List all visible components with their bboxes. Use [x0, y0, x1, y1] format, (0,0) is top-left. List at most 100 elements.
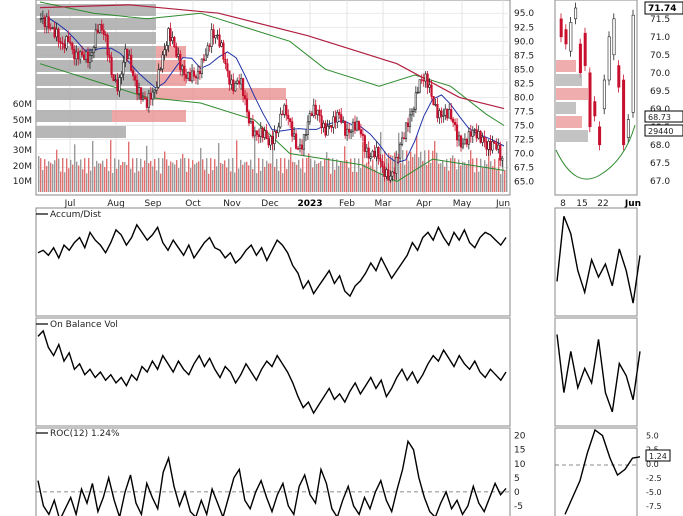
candle-body: [245, 98, 249, 113]
candle-body: [126, 48, 129, 60]
candle-body: [336, 112, 339, 123]
candle-body: [251, 121, 255, 137]
candle-body: [279, 113, 282, 128]
obv-line: [37, 329, 507, 415]
candle-body: [63, 43, 66, 49]
volume-bar: [230, 171, 232, 192]
candle-body: [351, 121, 355, 132]
volume-bar: [92, 140, 94, 192]
volume-bar: [492, 166, 494, 192]
volume-bar: [176, 160, 178, 192]
x-tick-label: Jun: [495, 199, 510, 209]
candle-body: [255, 130, 258, 136]
y-tick-label: 90.0: [514, 37, 534, 47]
candle-body: [501, 157, 504, 161]
candle-body: [365, 147, 368, 152]
candle-body: [385, 169, 388, 177]
candle-body: [243, 95, 247, 100]
volume-bar: [428, 150, 430, 192]
candle-body: [375, 147, 378, 158]
candle-body: [430, 84, 433, 97]
candle-body: [387, 169, 390, 181]
candle-body: [371, 150, 374, 158]
volume-bar: [304, 172, 306, 192]
volume-bar: [162, 158, 164, 192]
inset-candle: [593, 101, 597, 117]
volume-bar: [264, 166, 266, 192]
candle-body: [108, 54, 111, 58]
candle-body: [400, 137, 404, 145]
candle-body: [436, 104, 439, 119]
volume-bar: [238, 168, 240, 192]
candle-body: [77, 51, 80, 60]
volume-bar: [250, 159, 252, 192]
candle-body: [291, 121, 294, 137]
volume-bar: [350, 158, 352, 192]
candle-body: [249, 121, 253, 124]
accum-dist-line: [37, 223, 507, 298]
volume-bar: [320, 161, 322, 192]
volume-bar: [348, 167, 350, 192]
candle-body: [151, 91, 154, 100]
volume-bar: [346, 160, 348, 192]
volume-bar: [494, 159, 496, 192]
volume-bar: [246, 161, 248, 192]
candle-body: [110, 57, 113, 75]
candle-body: [122, 61, 125, 75]
volume-bar: [370, 165, 372, 192]
volume-bar: [474, 172, 476, 192]
candle-body: [412, 108, 415, 112]
volume-bar: [418, 157, 420, 192]
volume-bar: [98, 163, 100, 192]
volume-bar: [316, 163, 318, 192]
volume-bar: [232, 158, 234, 192]
volume-bar: [268, 163, 270, 192]
candle-body: [457, 135, 461, 141]
volume-profile-bar: [36, 110, 112, 122]
candle-body: [477, 131, 480, 139]
price-candles: [39, 9, 504, 183]
volume-bar: [222, 163, 224, 192]
candle-body: [381, 161, 384, 167]
candle-body: [298, 144, 302, 149]
volume-bar: [186, 171, 188, 192]
moving-average-long: [39, 4, 505, 110]
candle-body: [408, 114, 412, 128]
inset-last-price: 71.74: [648, 4, 676, 14]
candle-body: [373, 150, 376, 158]
candle-body: [493, 141, 496, 144]
candle-body: [81, 51, 84, 56]
volume-bar: [136, 158, 138, 192]
candle-body: [422, 79, 425, 82]
volume-bar: [372, 159, 374, 192]
candle-body: [293, 133, 296, 137]
candle-body: [459, 135, 463, 148]
candle-body: [141, 97, 145, 100]
candle-body: [332, 116, 335, 128]
candle-body: [167, 28, 170, 46]
x-tick-label: Mar: [375, 199, 392, 209]
volume-bar: [502, 158, 504, 192]
candle-body: [192, 70, 196, 77]
volume-bar: [104, 167, 106, 192]
candle-body: [104, 34, 107, 36]
volume-bar: [358, 158, 360, 192]
volume-tick-label: 10M: [13, 177, 32, 187]
volume-bar: [364, 164, 366, 192]
candle-body: [226, 63, 229, 72]
candle-body: [240, 78, 243, 85]
volume-bar: [500, 173, 502, 192]
volume-bar: [274, 166, 276, 192]
x-tick-label: Sep: [145, 199, 162, 209]
candle-body: [379, 158, 382, 162]
price-y-axis: 95.0 92.5 90.0 87.5 85.0 82.5 80.0 77.5 75.0 72.5…: [514, 9, 534, 187]
obv-label: On Balance Vol: [50, 320, 118, 330]
candle-body: [69, 41, 72, 44]
candle-body: [236, 80, 239, 84]
candle-body: [426, 73, 429, 88]
candle-body: [399, 144, 402, 159]
candle-body: [402, 137, 406, 140]
volume-bar: [362, 142, 364, 192]
candle-body: [135, 79, 139, 94]
volume-bar: [290, 147, 292, 192]
